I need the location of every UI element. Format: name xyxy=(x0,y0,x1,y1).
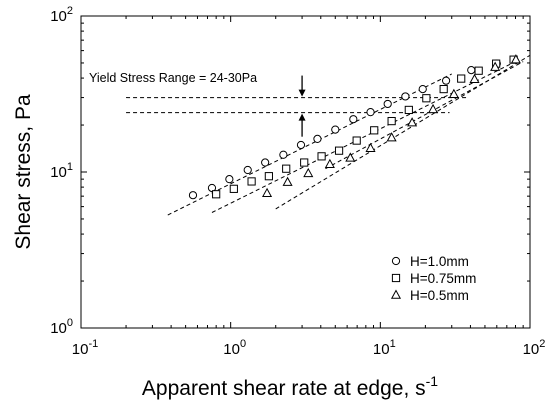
yield-lines xyxy=(126,75,468,137)
x-tick-label-0-base: 10 xyxy=(72,341,89,358)
point-square xyxy=(422,94,431,103)
point-triangle xyxy=(303,167,314,178)
point-circle xyxy=(418,84,427,94)
y-tick-label-0: 100 xyxy=(50,317,73,337)
x-axis-label-text: Apparent shear rate at edge, s xyxy=(142,377,426,400)
point-square xyxy=(229,184,238,193)
point-square xyxy=(387,116,396,126)
point-triangle xyxy=(386,132,397,142)
point-triangle xyxy=(345,152,356,162)
x-tick-label-3-exponent: 2 xyxy=(539,338,545,350)
x-axis-label-superscript: -1 xyxy=(426,373,439,389)
point-square xyxy=(282,164,291,173)
arrow-down-icon xyxy=(298,89,306,97)
arrow-up-icon xyxy=(298,113,306,121)
point-triangle xyxy=(282,176,293,186)
y-tick-label-0-base: 10 xyxy=(50,320,67,337)
legend-label-1: H=1.0mm xyxy=(410,254,469,269)
legend: H=1.0mm H=0.75mm H=0.5mm xyxy=(390,254,476,303)
point-circle xyxy=(225,175,234,184)
point-square xyxy=(370,126,379,135)
point-square xyxy=(212,190,221,199)
x-tick-label-2: 101 xyxy=(373,338,396,358)
point-square xyxy=(352,136,361,145)
x-tick-label-0: 10-1 xyxy=(72,338,98,358)
point-circle xyxy=(296,140,306,150)
point-square xyxy=(300,158,309,167)
point-circle xyxy=(331,125,340,134)
point-circle xyxy=(261,158,270,167)
point-triangle xyxy=(428,103,439,114)
point-circle xyxy=(401,92,410,101)
point-square xyxy=(474,66,483,75)
y-tick-label-2-exponent: 2 xyxy=(67,5,73,17)
x-axis-label: Apparent shear rate at edge, s-1 xyxy=(142,373,438,400)
point-circle xyxy=(207,183,217,193)
point-circle xyxy=(243,165,252,175)
y-tick-label-2: 102 xyxy=(50,5,73,25)
x-tick-label-1-base: 10 xyxy=(223,341,240,358)
y-axis-label: Shear stress, Pa xyxy=(12,94,35,250)
point-circle xyxy=(441,76,451,85)
legend-label-3: H=0.5mm xyxy=(410,288,469,303)
point-square xyxy=(457,74,466,83)
yield-stress-annotation: Yield Stress Range = 24-30Pa xyxy=(89,71,257,85)
point-square xyxy=(317,152,326,161)
x-tick-label-0-exponent: -1 xyxy=(88,338,98,350)
y-tick-label-1-exponent: 1 xyxy=(67,161,73,173)
point-circle xyxy=(188,191,198,200)
legend-label-2: H=0.75mm xyxy=(410,271,476,286)
point-circle xyxy=(349,115,358,124)
point-square xyxy=(404,105,413,115)
point-triangle xyxy=(324,158,335,169)
point-square xyxy=(439,84,448,94)
fit-line-4 xyxy=(325,61,524,170)
point-triangle xyxy=(261,187,273,198)
x-tick-label-1: 100 xyxy=(223,338,246,358)
y-tick-label-0-exponent: 0 xyxy=(67,317,73,329)
point-triangle xyxy=(365,142,376,152)
legend-marker-square xyxy=(391,273,401,283)
point-triangle xyxy=(510,54,521,64)
point-circle xyxy=(279,150,288,159)
point-circle xyxy=(313,134,322,143)
x-tick-label-3: 102 xyxy=(523,338,546,358)
point-triangle xyxy=(407,117,418,127)
point-square xyxy=(247,177,256,186)
point-circle xyxy=(383,99,392,109)
fit-line-2 xyxy=(211,61,516,213)
point-circle xyxy=(366,108,375,117)
x-tick-label-2-base: 10 xyxy=(373,341,390,358)
point-circle xyxy=(467,65,476,75)
legend-marker-triangle xyxy=(390,289,402,299)
data-points xyxy=(188,54,521,200)
y-tick-label-1-base: 10 xyxy=(50,164,67,181)
x-tick-label-3-base: 10 xyxy=(523,341,540,358)
point-square xyxy=(264,172,273,181)
x-tick-label-2-exponent: 1 xyxy=(390,338,396,350)
y-tick-label-2-base: 10 xyxy=(50,8,67,25)
legend-marker-circle xyxy=(391,256,401,266)
point-triangle xyxy=(490,61,501,71)
y-tick-label-1: 101 xyxy=(50,161,73,181)
x-tick-label-1-exponent: 0 xyxy=(240,338,246,350)
point-triangle xyxy=(469,73,480,83)
point-triangle xyxy=(448,88,459,98)
point-square xyxy=(334,146,344,155)
